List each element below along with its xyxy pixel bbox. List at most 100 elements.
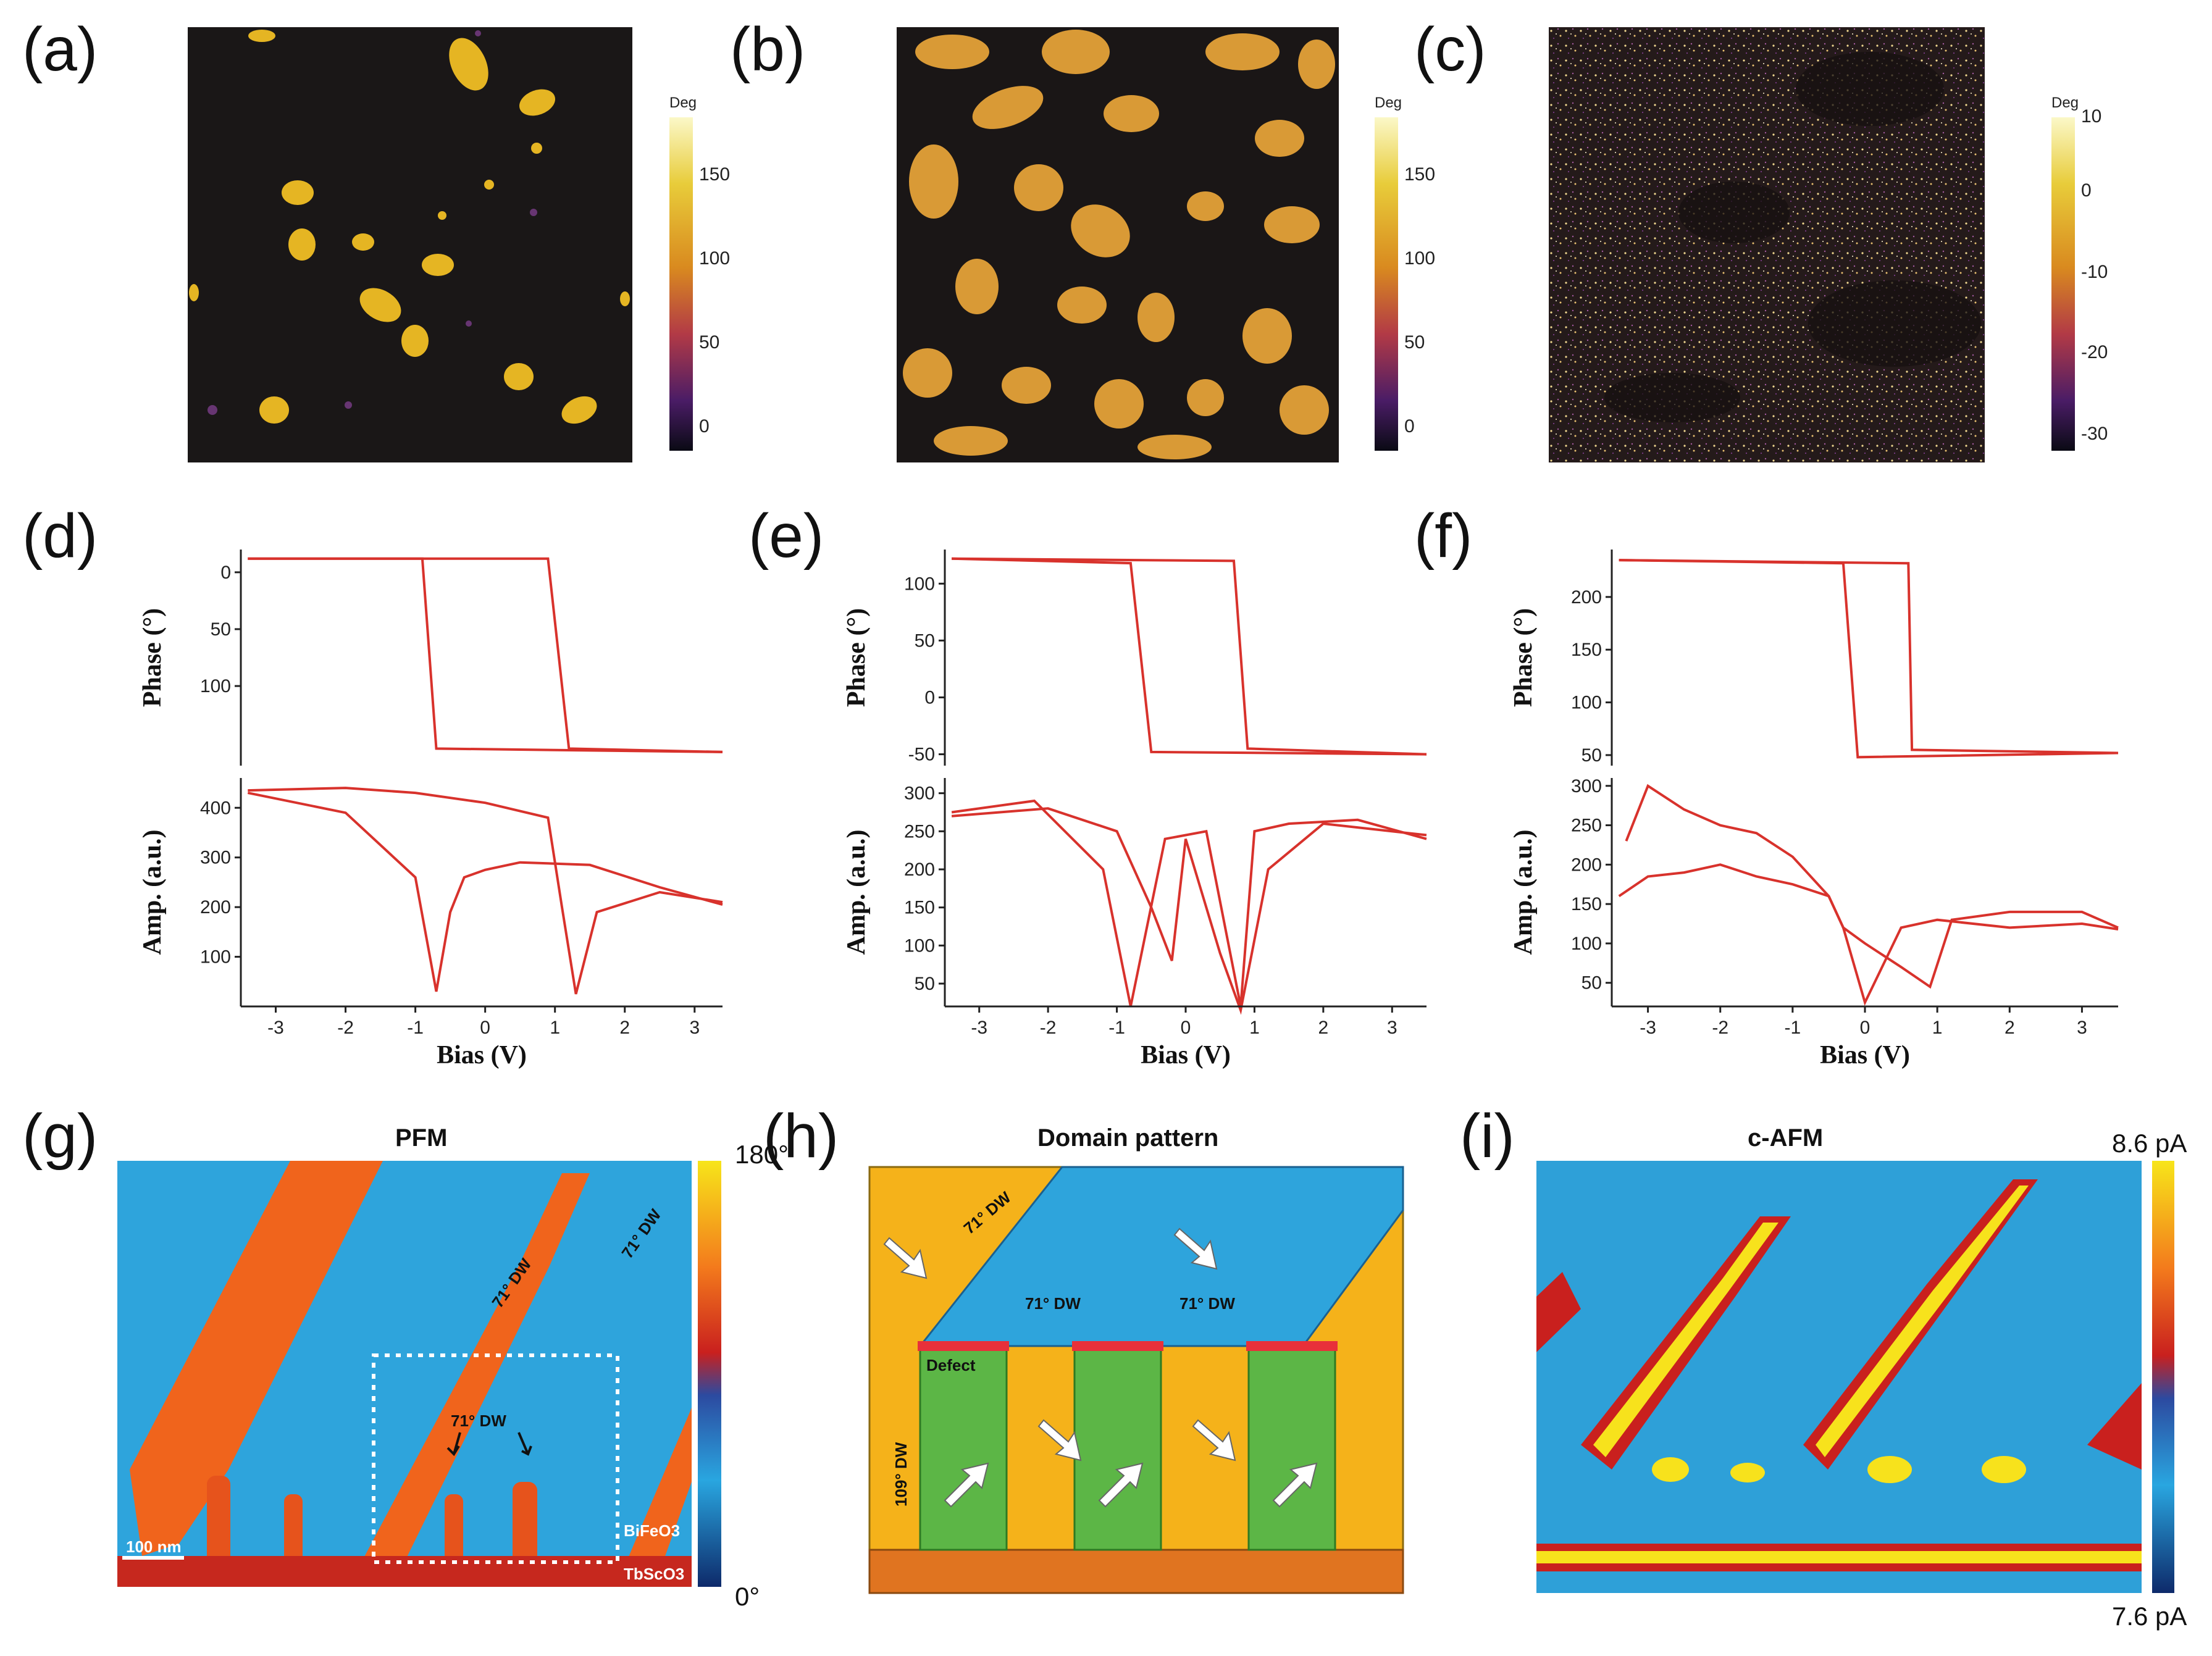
x-tick-label-d: 1 bbox=[550, 1018, 560, 1038]
x-tick-label-e: -2 bbox=[1040, 1018, 1057, 1038]
x-tick-label-d: 0 bbox=[480, 1018, 490, 1038]
x-tick-label-e: -1 bbox=[1108, 1018, 1125, 1038]
amp-e-y-tick-label: 300 bbox=[904, 784, 935, 804]
amp-d-y-tick-label: 300 bbox=[200, 848, 231, 868]
panel-label-b: (b) bbox=[730, 15, 806, 84]
colorbar-c-tick: -30 bbox=[2081, 424, 2108, 444]
colorbar-b-tick: 150 bbox=[1404, 164, 1435, 185]
phase-e-y-label: Phase (°) bbox=[842, 608, 871, 707]
phase-d-y-tick-label: 0 bbox=[220, 562, 231, 583]
pfm-map-a bbox=[188, 27, 632, 462]
film-label: BiFeO3 bbox=[624, 1521, 680, 1540]
amp-e-series-forward bbox=[951, 807, 1427, 1015]
colorbar-c-title: Deg bbox=[2051, 94, 2079, 111]
amp-f-y-tick-label: 50 bbox=[1581, 973, 1602, 993]
x-label-d: Bias (V) bbox=[437, 1041, 527, 1069]
amp-e-series-reverse bbox=[951, 799, 1427, 1007]
schematic-dw-label: 109° DW bbox=[892, 1442, 910, 1507]
scale-bar-label: 100 nm bbox=[126, 1537, 182, 1556]
panel-label-g: (g) bbox=[22, 1102, 98, 1171]
x-tick-label-f: 3 bbox=[2077, 1018, 2087, 1038]
pfm-map-c bbox=[1549, 27, 1985, 462]
phase-f-y-tick-label: 100 bbox=[1571, 693, 1602, 713]
pfm-cb-max: 180° bbox=[735, 1140, 789, 1169]
colorbar-a-tick: 0 bbox=[699, 416, 710, 437]
panel-label-c: (c) bbox=[1414, 15, 1486, 84]
phase-f-series-reverse bbox=[1619, 559, 2119, 759]
domain-schematic-h: Domain pattern 71° DW 71° DW 71° DW 109°… bbox=[868, 1124, 1404, 1594]
amp-f-series-lower bbox=[1618, 863, 2119, 1006]
x-tick-label-d: -1 bbox=[407, 1018, 424, 1038]
amp-d-series-reverse bbox=[247, 792, 723, 992]
cafm-cb-max: 8.6 pA bbox=[2112, 1129, 2187, 1158]
colorbar-b-tick: 0 bbox=[1404, 416, 1415, 437]
amp-f-y-tick-label: 100 bbox=[1571, 934, 1602, 954]
phase-f-y-tick-label: 50 bbox=[1581, 745, 1602, 766]
colorbar-c-tick: 10 bbox=[2081, 106, 2101, 127]
amp-e-y-tick-label: 50 bbox=[915, 974, 935, 994]
phase-e-series-reverse bbox=[952, 557, 1427, 756]
colorbar-b-title: Deg bbox=[1375, 94, 1402, 111]
amp-f-y-tick-label: 300 bbox=[1571, 776, 1602, 797]
colorbar-b: Deg 150 100 50 0 bbox=[1375, 94, 1435, 451]
pfm-map-b bbox=[897, 27, 1339, 462]
amp-e-y-label: Amp. (a.u.) bbox=[842, 829, 871, 955]
x-label-f: Bias (V) bbox=[1820, 1041, 1910, 1069]
colorbar-a-tick: 100 bbox=[699, 248, 730, 269]
amp-e-y-tick-label: 150 bbox=[904, 898, 935, 918]
colorbar-a-title: Deg bbox=[669, 94, 697, 111]
pfm-panel-g: PFM 71° DW 71° DW 71° DW BiFeO3 TbScO3 1… bbox=[117, 1124, 789, 1611]
panel-label-d: (d) bbox=[22, 501, 98, 571]
pfm-cb-min: 0° bbox=[735, 1582, 760, 1611]
phase-e-y-tick-label: -50 bbox=[908, 745, 935, 765]
schematic-dw-label: 71° DW bbox=[1025, 1294, 1081, 1313]
cafm-panel-i: c-AFM 8.6 pA 7.6 pA bbox=[1536, 1124, 2187, 1631]
loop-chart-f: 200 150 100 50 Phase (°) 300 250 200 150 100 50 Amp… bbox=[1509, 550, 2119, 1069]
x-tick-label-e: 0 bbox=[1181, 1018, 1191, 1038]
x-tick-label-d: 3 bbox=[689, 1018, 700, 1038]
x-tick-label-d: -2 bbox=[337, 1018, 354, 1038]
panel-label-h: (h) bbox=[763, 1102, 839, 1171]
amp-d-y-tick-label: 400 bbox=[200, 798, 231, 818]
x-tick-label-f: 2 bbox=[2005, 1018, 2015, 1038]
loop-chart-e: 100 50 0 -50 Phase (°) 300 250 200 150 100 50 Amp. … bbox=[842, 550, 1427, 1069]
pfm-title: PFM bbox=[395, 1124, 447, 1152]
amp-e-y-tick-label: 100 bbox=[904, 935, 935, 956]
phase-d-series-reverse bbox=[248, 557, 723, 753]
amp-f-y-tick-label: 150 bbox=[1571, 894, 1602, 914]
phase-d-y-tick-label: 50 bbox=[211, 619, 231, 640]
schematic-title: Domain pattern bbox=[1037, 1124, 1218, 1152]
x-tick-label-f: -1 bbox=[1785, 1018, 1801, 1038]
phase-f-y-tick-label: 150 bbox=[1571, 640, 1602, 660]
amp-e-y-tick-label: 200 bbox=[904, 859, 935, 880]
amp-d-y-tick-label: 100 bbox=[200, 947, 231, 968]
colorbar-c-tick: -20 bbox=[2081, 342, 2108, 362]
amp-f-y-label: Amp. (a.u.) bbox=[1509, 829, 1538, 955]
colorbar-c-tick: 0 bbox=[2081, 180, 2092, 201]
colorbar-a-tick: 50 bbox=[699, 332, 719, 353]
phase-e-y-tick-label: 0 bbox=[924, 687, 935, 708]
phase-f-series-forward bbox=[1619, 559, 2119, 755]
panel-label-f: (f) bbox=[1414, 501, 1473, 571]
panel-label-a: (a) bbox=[22, 15, 98, 84]
amp-d-y-label: Amp. (a.u.) bbox=[138, 829, 167, 955]
x-tick-label-d: 2 bbox=[619, 1018, 630, 1038]
x-tick-label-f: 1 bbox=[1932, 1018, 1943, 1038]
schematic-dw-label: 71° DW bbox=[1179, 1294, 1235, 1313]
x-tick-label-f: 0 bbox=[1860, 1018, 1871, 1038]
x-tick-label-f: -3 bbox=[1640, 1018, 1656, 1038]
x-tick-label-d: -3 bbox=[267, 1018, 284, 1038]
panel-label-e: (e) bbox=[748, 501, 824, 571]
colorbar-a: Deg 150 100 50 0 bbox=[669, 94, 730, 451]
amp-d-y-tick-label: 200 bbox=[200, 897, 231, 918]
loop-chart-d: 0 50 100 Phase (°) 400 300 200 100 Amp. (a.u.) -3… bbox=[138, 550, 723, 1069]
amp-f-series-upper bbox=[1625, 784, 2119, 989]
phase-d-series-forward bbox=[248, 557, 723, 753]
phase-d-y-label: Phase (°) bbox=[138, 608, 167, 707]
amp-f-y-tick-label: 200 bbox=[1571, 855, 1602, 875]
phase-f-y-tick-label: 200 bbox=[1571, 587, 1602, 608]
phase-e-y-tick-label: 50 bbox=[915, 630, 935, 651]
defect-label: Defect bbox=[926, 1356, 976, 1374]
x-label-e: Bias (V) bbox=[1141, 1041, 1231, 1069]
x-tick-label-e: -3 bbox=[971, 1018, 987, 1038]
